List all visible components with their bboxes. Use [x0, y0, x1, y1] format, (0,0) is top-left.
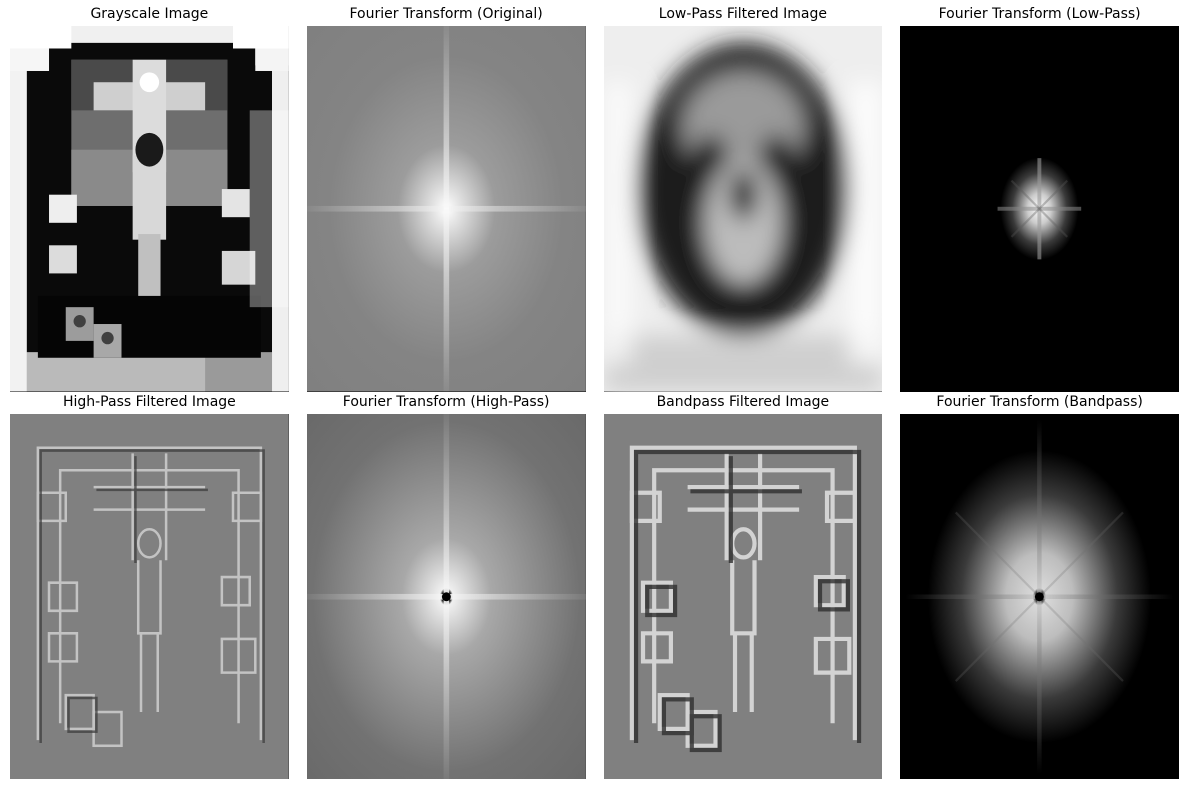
panel-ft-lowpass	[900, 26, 1179, 392]
grayscale-image-svg	[10, 26, 289, 392]
title-bandpass-image: Bandpass Filtered Image	[657, 394, 830, 410]
panel-ft-original	[307, 26, 586, 392]
cell-grayscale: Grayscale Image	[10, 6, 289, 392]
cell-ft-original: Fourier Transform (Original)	[307, 6, 586, 392]
cell-ft-bandpass: Fourier Transform (Bandpass)	[900, 394, 1179, 780]
cell-lowpass-image: Low-Pass Filtered Image	[604, 6, 883, 392]
ft-original-svg	[307, 26, 586, 392]
panel-bandpass-image	[604, 414, 883, 780]
title-ft-highpass: Fourier Transform (High-Pass)	[343, 394, 550, 410]
panel-lowpass-image	[604, 26, 883, 392]
ft-bandpass-svg	[900, 414, 1179, 780]
title-grayscale: Grayscale Image	[90, 6, 208, 22]
title-ft-bandpass: Fourier Transform (Bandpass)	[936, 394, 1142, 410]
cell-ft-lowpass: Fourier Transform (Low-Pass)	[900, 6, 1179, 392]
panel-ft-bandpass	[900, 414, 1179, 780]
bandpass-image-svg	[604, 414, 883, 780]
highpass-image-svg	[10, 414, 289, 780]
panel-highpass-image	[10, 414, 289, 780]
figure-grid: Grayscale Image	[0, 0, 1189, 789]
cell-ft-highpass: Fourier Transform (High-Pass)	[307, 394, 586, 780]
title-ft-original: Fourier Transform (Original)	[349, 6, 542, 22]
panel-grayscale	[10, 26, 289, 392]
cell-bandpass-image: Bandpass Filtered Image	[604, 394, 883, 780]
title-lowpass-image: Low-Pass Filtered Image	[659, 6, 827, 22]
lowpass-image-svg	[604, 26, 883, 392]
title-highpass-image: High-Pass Filtered Image	[63, 394, 236, 410]
panel-ft-highpass	[307, 414, 586, 780]
title-ft-lowpass: Fourier Transform (Low-Pass)	[939, 6, 1141, 22]
ft-highpass-svg	[307, 414, 586, 780]
ft-lowpass-svg	[900, 26, 1179, 392]
cell-highpass-image: High-Pass Filtered Image	[10, 394, 289, 780]
